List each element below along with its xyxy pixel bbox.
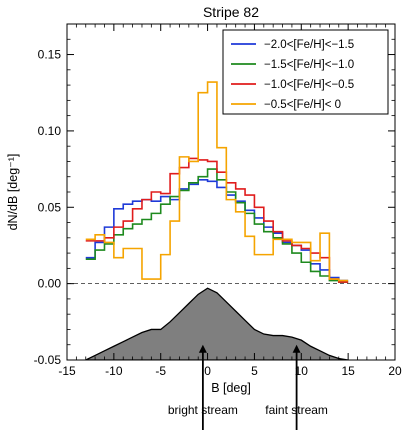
y-tick-label: 0.05 [38,200,62,214]
y-tick-label: -0.05 [34,353,62,367]
y-tick-label: 0.15 [38,48,62,62]
x-tick-label: 20 [388,364,402,378]
x-tick-label: 10 [295,364,309,378]
annotations: bright stream faint stream [168,344,328,430]
x-axis-label: B [deg] [211,381,251,395]
x-tick-label: -15 [58,364,76,378]
x-tick-label: 15 [341,364,355,378]
series-line-3 [85,157,349,283]
series-line-1 [85,178,349,282]
x-tick-label: -10 [105,364,123,378]
chart-title: Stripe 82 [203,4,259,20]
x-tick-label: 5 [251,364,258,378]
legend-label-3: −1.0<[Fe/H]<−0.5 [264,79,354,91]
series-line-4 [85,81,349,282]
profile-area [85,287,349,360]
plot-area [67,81,395,360]
y-ticks: -0.05 0.00 0.05 0.10 0.15 [34,23,395,367]
legend-label-1: −2.0<[Fe/H]<−1.5 [264,39,354,51]
x-tick-label: -5 [155,364,166,378]
legend: −2.0<[Fe/H]<−1.5 −1.5<[Fe/H]<−1.0 −1.0<[Fe… [222,29,389,115]
legend-label-2: −1.5<[Fe/H]<−1.0 [264,59,354,71]
annotation-label-2: faint stream [265,403,328,417]
annotation-arrowhead-1 [198,344,207,353]
series-line-2 [85,168,349,283]
y-tick-label: 0.10 [38,124,62,138]
legend-label-4: −0.5<[Fe/H]< 0 [264,99,341,111]
y-axis-label: dN/dB [deg⁻¹] [6,154,20,231]
y-tick-label: 0.00 [38,277,62,291]
x-ticks: -15 -10 -5 0 5 10 15 20 [58,24,402,378]
series-layer [85,81,349,283]
annotation-label-1: bright stream [168,403,238,417]
x-tick-label: 0 [204,364,211,378]
annotation-arrowhead-2 [292,344,301,353]
